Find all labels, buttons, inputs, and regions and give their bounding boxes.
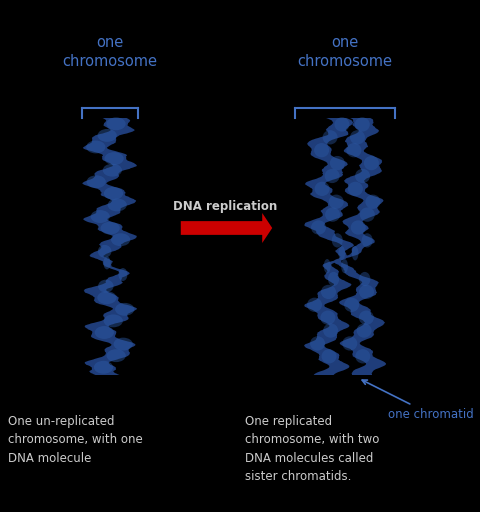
Polygon shape bbox=[82, 118, 137, 375]
Ellipse shape bbox=[100, 222, 120, 234]
Ellipse shape bbox=[334, 117, 348, 132]
Text: one
chromosome: one chromosome bbox=[297, 35, 392, 69]
Ellipse shape bbox=[321, 349, 336, 364]
Ellipse shape bbox=[104, 152, 123, 165]
Ellipse shape bbox=[361, 233, 372, 247]
Ellipse shape bbox=[347, 182, 362, 196]
Ellipse shape bbox=[359, 272, 370, 286]
Ellipse shape bbox=[354, 117, 369, 132]
Polygon shape bbox=[303, 118, 353, 375]
Ellipse shape bbox=[313, 143, 328, 157]
Ellipse shape bbox=[327, 272, 338, 286]
Ellipse shape bbox=[108, 199, 127, 211]
Ellipse shape bbox=[113, 337, 132, 351]
Text: One replicated
chromosome, with two
DNA molecules called
sister chromatids.: One replicated chromosome, with two DNA … bbox=[244, 415, 379, 483]
Ellipse shape bbox=[97, 291, 116, 304]
Ellipse shape bbox=[86, 175, 106, 188]
Ellipse shape bbox=[115, 303, 134, 316]
Ellipse shape bbox=[310, 336, 324, 351]
Ellipse shape bbox=[355, 349, 370, 364]
Ellipse shape bbox=[118, 268, 127, 281]
Ellipse shape bbox=[351, 246, 358, 261]
Ellipse shape bbox=[90, 210, 109, 223]
Ellipse shape bbox=[350, 220, 365, 234]
Polygon shape bbox=[333, 118, 385, 375]
Text: One un-replicated
chromosome, with one
DNA molecule: One un-replicated chromosome, with one D… bbox=[8, 415, 143, 465]
Ellipse shape bbox=[111, 233, 130, 246]
Ellipse shape bbox=[314, 182, 329, 196]
Ellipse shape bbox=[331, 233, 342, 247]
Ellipse shape bbox=[343, 297, 359, 312]
Ellipse shape bbox=[365, 195, 380, 209]
Ellipse shape bbox=[320, 311, 335, 325]
Ellipse shape bbox=[363, 156, 378, 170]
Text: one chromatid: one chromatid bbox=[361, 380, 473, 421]
Text: one
chromosome: one chromosome bbox=[62, 35, 157, 69]
Ellipse shape bbox=[306, 297, 321, 312]
Ellipse shape bbox=[323, 259, 330, 273]
Ellipse shape bbox=[311, 220, 325, 234]
Ellipse shape bbox=[359, 207, 374, 222]
Ellipse shape bbox=[340, 259, 347, 273]
Ellipse shape bbox=[104, 314, 122, 327]
Ellipse shape bbox=[328, 195, 343, 209]
Ellipse shape bbox=[324, 207, 339, 222]
Ellipse shape bbox=[98, 280, 113, 292]
Ellipse shape bbox=[97, 129, 117, 142]
Text: DNA replication: DNA replication bbox=[172, 200, 276, 213]
Ellipse shape bbox=[323, 324, 337, 338]
Ellipse shape bbox=[94, 361, 113, 374]
Ellipse shape bbox=[338, 246, 344, 261]
Ellipse shape bbox=[97, 245, 111, 258]
Ellipse shape bbox=[358, 311, 373, 325]
Ellipse shape bbox=[356, 324, 371, 338]
Ellipse shape bbox=[329, 156, 344, 170]
Ellipse shape bbox=[359, 285, 373, 299]
Ellipse shape bbox=[320, 285, 336, 299]
Ellipse shape bbox=[342, 336, 357, 351]
Ellipse shape bbox=[107, 349, 125, 362]
Ellipse shape bbox=[86, 141, 105, 154]
Ellipse shape bbox=[322, 130, 337, 144]
Ellipse shape bbox=[104, 187, 123, 200]
Ellipse shape bbox=[95, 326, 114, 339]
Ellipse shape bbox=[103, 257, 110, 269]
Ellipse shape bbox=[349, 130, 364, 144]
Ellipse shape bbox=[354, 169, 369, 183]
Ellipse shape bbox=[103, 164, 122, 177]
Ellipse shape bbox=[346, 143, 360, 157]
Ellipse shape bbox=[106, 117, 125, 130]
Ellipse shape bbox=[324, 169, 339, 183]
